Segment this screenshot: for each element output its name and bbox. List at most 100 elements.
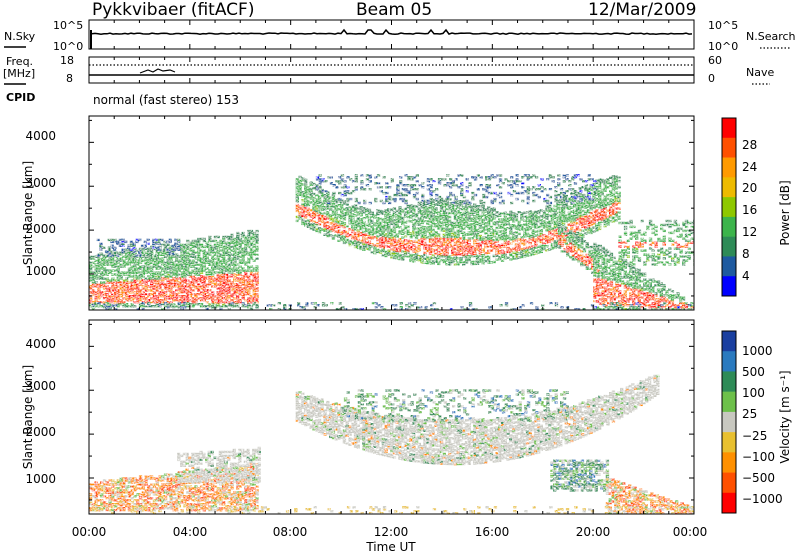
data-cell [415,180,419,183]
data-cell [342,218,347,221]
data-cell [429,178,433,181]
data-cell [412,258,416,261]
data-cell [387,221,391,225]
data-cell [417,219,421,222]
data-cell [113,240,117,244]
data-cell [462,251,466,254]
data-cell [348,208,352,211]
data-cell [351,231,355,234]
data-cell [510,193,514,197]
data-cell [609,212,613,215]
data-cell [252,293,256,296]
data-cell [216,291,220,294]
data-cell [118,238,122,242]
data-cell [609,282,614,285]
data-cell [390,240,394,243]
data-cell [144,251,148,254]
data-cell [409,236,413,239]
data-cell [603,211,607,214]
data-cell [315,206,319,209]
data-cell [415,174,419,177]
data-cell [331,223,336,226]
data-cell [150,275,154,278]
data-cell [340,215,344,218]
data-cell [648,298,652,301]
data-cell [570,220,574,223]
data-cell [601,246,605,250]
data-cell [104,254,109,257]
data-cell [89,287,93,290]
data-cell [487,251,491,254]
data-cell [437,203,441,206]
data-cell [136,293,140,296]
data-cell [431,256,435,259]
data-cell [598,274,602,277]
data-cell [205,267,209,270]
data-cell [255,235,259,239]
data-cell [387,217,391,221]
data-cell [395,257,399,260]
data-cell [172,283,176,286]
data-cell [238,249,242,252]
data-cell [437,201,441,204]
data-cell [420,206,424,209]
data-cell [609,184,613,187]
data-cell [403,248,408,252]
data-cell [94,271,98,274]
data-cell [501,199,505,203]
data-cell [550,209,555,213]
data-cell [213,299,218,302]
data-cell [89,291,93,294]
data-cell [401,256,405,259]
data-cell [102,287,107,290]
data-cell [500,222,505,225]
data-cell [301,199,305,202]
data-cell [456,263,460,266]
data-cell [520,242,524,245]
data-cell [495,214,499,218]
data-cell [116,251,120,254]
data-cell [136,263,140,266]
data-cell [557,174,561,177]
data-cell [623,294,627,297]
data-cell [298,191,302,194]
data-cell [359,247,363,251]
data-cell [587,197,591,201]
data-cell [459,225,463,229]
data-cell [635,249,639,252]
data-cell [191,241,195,245]
data-cell [517,256,521,259]
data-cell [249,279,254,282]
data-cell [158,267,162,270]
data-cell [390,242,394,245]
data-cell [470,237,474,240]
data-cell [467,227,471,230]
data-cell [249,287,254,290]
data-cell [659,308,663,310]
data-cell [169,261,173,264]
data-cell [169,291,173,294]
data-cell [362,230,366,234]
data-cell [346,197,350,201]
data-cell [506,221,510,224]
data-cell [219,293,223,296]
data-cell [679,298,683,301]
data-cell [670,298,675,301]
data-cell [634,308,639,310]
data-cell [236,267,240,270]
data-cell [362,244,366,247]
data-cell [119,281,123,284]
data-cell [481,220,485,223]
data-cell [634,278,639,281]
data-cell [612,294,616,297]
data-cell [443,178,447,181]
data-cell [222,289,226,292]
data-cell [531,247,535,250]
data-cell [569,230,573,233]
data-cell [166,243,170,247]
data-cell [338,182,342,185]
data-cell [177,287,181,290]
data-cell [512,233,516,237]
data-cell [174,246,178,249]
data-cell [579,178,583,181]
